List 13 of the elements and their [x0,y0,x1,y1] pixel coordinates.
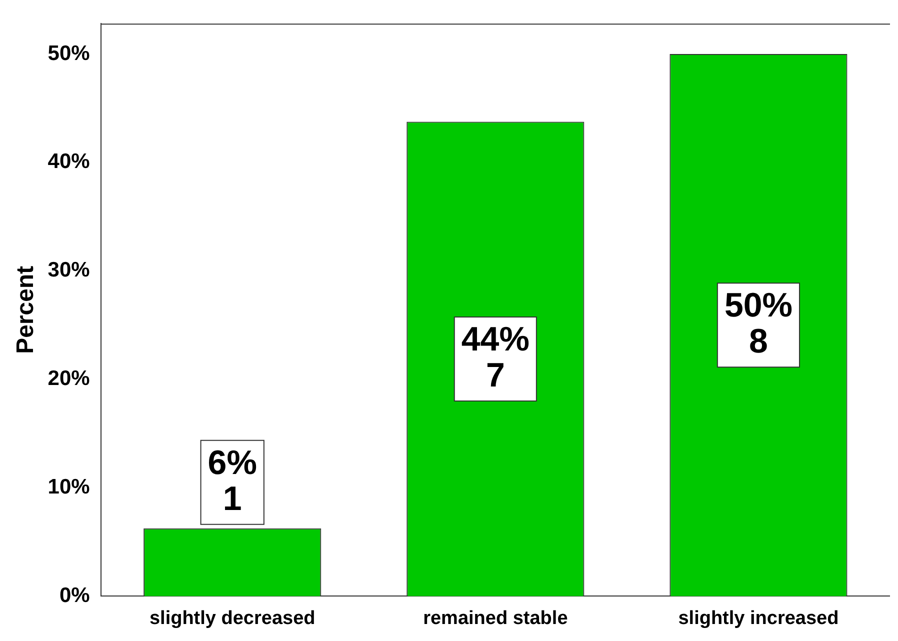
x-tick-label: slightly decreased [149,608,316,629]
y-tick-label: 20% [48,367,90,390]
y-tick-label: 40% [48,150,90,174]
data-label: 6% 1 [208,444,257,518]
y-tick-label: 10% [48,476,90,499]
y-tick-label: 30% [48,258,90,282]
data-label: 50% 8 [724,286,793,360]
y-tick-label: 0% [59,584,90,607]
y-tick-label: 50% [48,42,90,65]
y-axis-title: Percent [12,266,40,354]
x-tick-label: remained stable [423,608,568,629]
x-tick-label: slightly increased [678,608,839,629]
data-label: 44% 7 [461,320,530,394]
